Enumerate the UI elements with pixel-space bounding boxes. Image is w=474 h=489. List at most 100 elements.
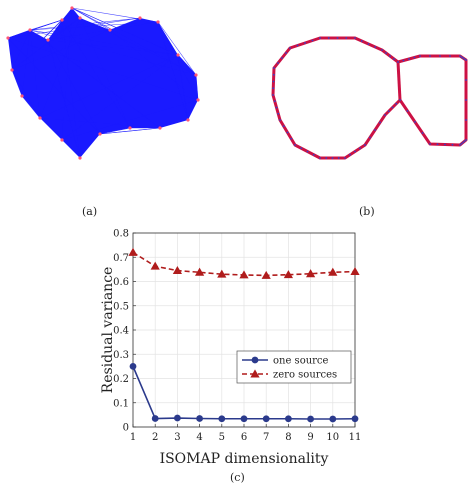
graph-edge	[11, 69, 23, 97]
y-tick-label: 0.3	[113, 350, 129, 361]
graph-node	[28, 28, 32, 32]
data-point	[329, 415, 337, 423]
graph-edge	[39, 54, 179, 119]
data-point	[218, 415, 226, 423]
graph-edge	[71, 7, 81, 19]
graph-node	[158, 126, 162, 130]
manifold-node	[374, 129, 376, 131]
graph-node	[138, 16, 142, 20]
manifold-node	[354, 150, 356, 153]
manifold-node	[387, 110, 390, 113]
manifold-node	[296, 44, 299, 47]
manifold-node	[364, 144, 366, 146]
graph-edge	[7, 37, 199, 101]
x-tick-label: 1	[130, 432, 136, 443]
manifold-node	[272, 87, 275, 90]
data-point	[307, 415, 314, 423]
graph-node	[46, 38, 50, 42]
data-point	[350, 266, 360, 276]
manifold-node	[465, 59, 467, 61]
graph-edge	[157, 21, 199, 101]
data-point	[172, 265, 182, 275]
manifold-node	[379, 121, 381, 124]
caption-b: (b)	[359, 205, 375, 218]
graph-edge	[29, 29, 197, 76]
graph-edge	[47, 39, 101, 135]
caption-c: (c)	[230, 471, 245, 484]
graph-edge	[39, 17, 81, 119]
x-tick-label: 3	[174, 432, 180, 443]
x-tick-label: 8	[285, 432, 291, 443]
data-point	[283, 270, 293, 279]
data-point	[250, 369, 260, 378]
graph-edge	[11, 29, 111, 71]
series-0	[129, 362, 359, 423]
manifold-node	[275, 106, 278, 109]
legend-label: one source	[273, 356, 329, 367]
graph-node	[108, 28, 112, 32]
data-point	[217, 269, 227, 278]
manifold-node	[311, 39, 314, 42]
legend-box	[236, 350, 352, 384]
manifold-node	[294, 144, 296, 146]
manifold-node	[402, 59, 405, 62]
graph-node	[156, 20, 160, 24]
manifold-node	[319, 37, 321, 39]
graph-node	[20, 94, 24, 98]
data-point	[240, 415, 248, 423]
manifold-node	[345, 37, 348, 39]
graph-edge	[11, 29, 31, 71]
graph-edge	[177, 54, 197, 76]
manifold-node	[290, 137, 293, 140]
graph-edge	[39, 117, 161, 129]
manifold-node	[273, 67, 275, 69]
graph-edge	[61, 7, 73, 141]
graph-edge	[29, 29, 161, 129]
manifold-node	[281, 57, 283, 59]
manifold-node	[399, 99, 401, 101]
graph-node	[10, 68, 14, 72]
manifold-node	[306, 150, 309, 153]
manifold-node	[385, 52, 387, 54]
data-point	[262, 415, 270, 423]
x-tick-label: 11	[349, 432, 362, 443]
manifold-node	[384, 114, 386, 116]
graph-node	[60, 18, 64, 22]
graph-edge	[99, 127, 161, 135]
data-point	[129, 362, 137, 370]
legend: one source zero sources	[236, 350, 352, 384]
manifold-node	[277, 62, 279, 64]
manifold-node	[408, 58, 410, 60]
graph-edge	[11, 17, 81, 71]
data-point	[239, 270, 249, 279]
manifold-nodes	[272, 37, 467, 159]
manifold-node	[360, 40, 363, 42]
manifold-node	[300, 147, 303, 150]
graph-edge	[61, 19, 81, 159]
graph-edge	[29, 29, 179, 56]
manifold-node	[413, 56, 416, 59]
graph-node	[78, 156, 82, 160]
manifold-node	[463, 58, 466, 60]
graph-edge	[71, 7, 111, 31]
manifold-node	[331, 157, 334, 159]
data-point	[196, 415, 204, 422]
manifold-neck	[396, 61, 402, 101]
manifold-node	[459, 55, 461, 57]
graph-edge	[7, 37, 101, 135]
manifold-node	[327, 37, 330, 39]
graph-edge	[61, 99, 199, 141]
manifold-node	[436, 143, 439, 146]
x-tick-label: 7	[263, 432, 269, 443]
manifold-node	[367, 43, 370, 45]
graph-edge	[195, 74, 199, 101]
graph-edge	[157, 21, 197, 76]
manifold-node	[462, 57, 464, 59]
graph-edge	[61, 19, 131, 129]
manifold-node	[272, 73, 275, 76]
graph-nodes	[6, 6, 200, 160]
graph-edge	[7, 19, 63, 39]
y-tick-label: 0.1	[113, 398, 129, 409]
